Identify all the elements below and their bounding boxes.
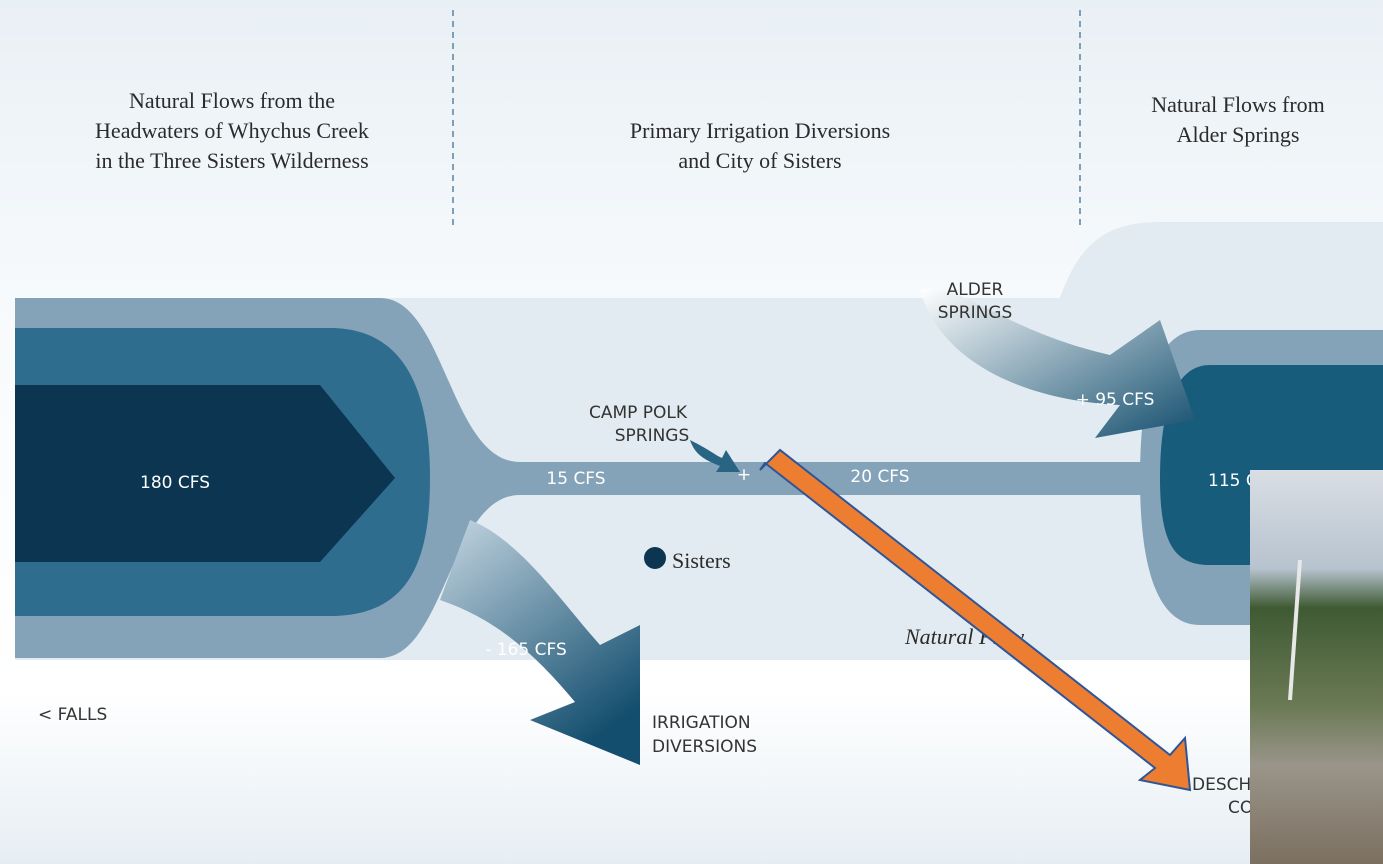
source-label: SPRINGS xyxy=(938,303,1013,323)
destination-label: < FALLS xyxy=(38,705,107,725)
source-label: CAMP POLK xyxy=(589,403,688,423)
flow-label: - 165 CFS xyxy=(485,640,567,660)
photo xyxy=(1250,470,1383,864)
city-label: Sisters xyxy=(672,548,731,573)
destination-label: IRRIGATION xyxy=(652,713,751,733)
flow-label: 20 CFS xyxy=(850,467,909,487)
flow-label: 15 CFS xyxy=(546,469,605,489)
flow-label: + xyxy=(737,465,751,485)
source-label: SPRINGS xyxy=(615,426,690,446)
flow-label: + 95 CFS xyxy=(1076,390,1155,410)
flow-label: 180 CFS xyxy=(140,473,210,493)
diagram: Natural Flows from theHeadwaters of Whyc… xyxy=(0,0,1383,864)
destination-label: DIVERSIONS xyxy=(652,737,757,757)
source-label: ALDER xyxy=(947,280,1004,300)
city-marker xyxy=(644,547,666,569)
